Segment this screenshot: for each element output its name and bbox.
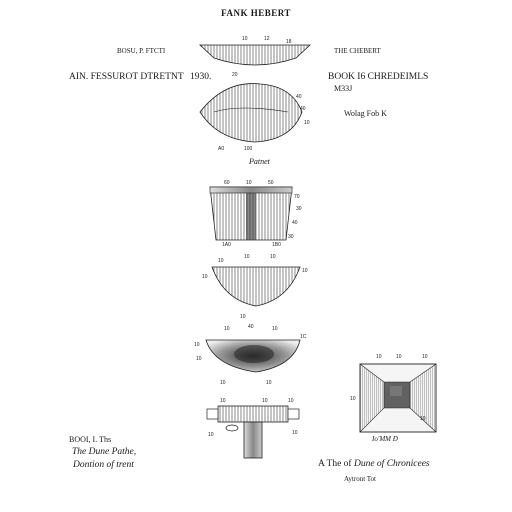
svg-text:10: 10	[262, 398, 268, 404]
svg-text:40: 40	[292, 220, 298, 226]
left-header-line-2: AIN. FESSUROT DTRETNT	[69, 72, 184, 82]
center-caption: Patnet	[249, 157, 270, 166]
svg-text:40: 40	[296, 94, 302, 100]
svg-text:10: 10	[246, 180, 252, 186]
svg-text:20: 20	[232, 72, 238, 78]
figure-4: 10 10 10 10 10 10	[202, 254, 308, 320]
svg-text:10: 10	[266, 380, 272, 386]
figure-6: 10 10 10 10 10	[206, 398, 300, 459]
figure-7-label: Io'MM Ð	[372, 435, 398, 443]
svg-text:10: 10	[242, 36, 248, 42]
figure-7: 10 10 10 10 10	[350, 354, 437, 433]
svg-text:10: 10	[244, 254, 250, 260]
right-header-line-4: Wolag Fob K	[344, 109, 387, 118]
svg-text:10: 10	[218, 258, 224, 264]
svg-text:70: 70	[294, 194, 300, 200]
svg-text:1A0: 1A0	[222, 242, 231, 248]
svg-text:1C: 1C	[300, 334, 307, 340]
svg-text:60: 60	[224, 180, 230, 186]
svg-text:12: 12	[264, 36, 270, 42]
bottom-right-caption: A The of Dune of Chronicees	[318, 459, 430, 470]
left-header-line-1: BOSU, P. FTCTI	[117, 47, 166, 55]
svg-text:10: 10	[270, 254, 276, 260]
svg-text:30: 30	[288, 234, 294, 240]
right-header-line-2: BOOK I6 CHREDEIMLS	[328, 72, 429, 82]
svg-text:10: 10	[304, 120, 310, 126]
svg-text:10: 10	[220, 380, 226, 386]
figure-2: 40 40 10 A0 100	[199, 83, 310, 152]
svg-text:10: 10	[376, 354, 382, 360]
svg-text:10: 10	[302, 268, 308, 274]
right-header-line-3: M33J	[334, 84, 353, 93]
svg-text:10: 10	[420, 416, 426, 422]
svg-text:1B0: 1B0	[272, 242, 281, 248]
svg-text:30: 30	[296, 206, 302, 212]
svg-text:10: 10	[272, 326, 278, 332]
figure-5: 10 40 10 10 1C 10 10 10	[194, 324, 307, 386]
bottom-left-line-3: Dontion of trent	[73, 460, 134, 470]
svg-text:10: 10	[396, 354, 402, 360]
svg-text:10: 10	[194, 342, 200, 348]
left-header-year: 1930.	[190, 72, 212, 82]
svg-text:10: 10	[422, 354, 428, 360]
svg-text:40: 40	[248, 324, 254, 330]
svg-text:10: 10	[208, 432, 214, 438]
svg-text:A0: A0	[218, 146, 224, 152]
svg-text:18: 18	[286, 39, 292, 45]
page-title: FANK HEBERT	[221, 8, 291, 18]
bottom-right-caption-prefix: A The of	[318, 459, 352, 469]
svg-text:10: 10	[196, 356, 202, 362]
figure-1: 10 12 18 20	[198, 36, 312, 78]
svg-text:10: 10	[288, 398, 294, 404]
right-header-line-1: THE CHEBERT	[334, 47, 381, 55]
svg-text:10: 10	[220, 398, 226, 404]
svg-text:50: 50	[268, 180, 274, 186]
bottom-right-sub: Aytront Tot	[344, 475, 376, 483]
svg-text:100: 100	[244, 146, 253, 152]
figure-3: 60 10 50 70 30 40 30 1A0 1B0	[209, 180, 302, 248]
svg-text:10: 10	[240, 314, 246, 320]
bottom-left-line-2: The Dune Pathe,	[72, 447, 137, 457]
svg-text:10: 10	[292, 430, 298, 436]
svg-text:10: 10	[202, 274, 208, 280]
svg-text:10: 10	[350, 396, 356, 402]
bottom-left-line-1: BOOI, I. Ths	[69, 435, 112, 444]
svg-text:40: 40	[300, 106, 306, 112]
svg-text:10: 10	[224, 326, 230, 332]
bottom-right-caption-title: Dune of Chronicees	[353, 459, 430, 469]
